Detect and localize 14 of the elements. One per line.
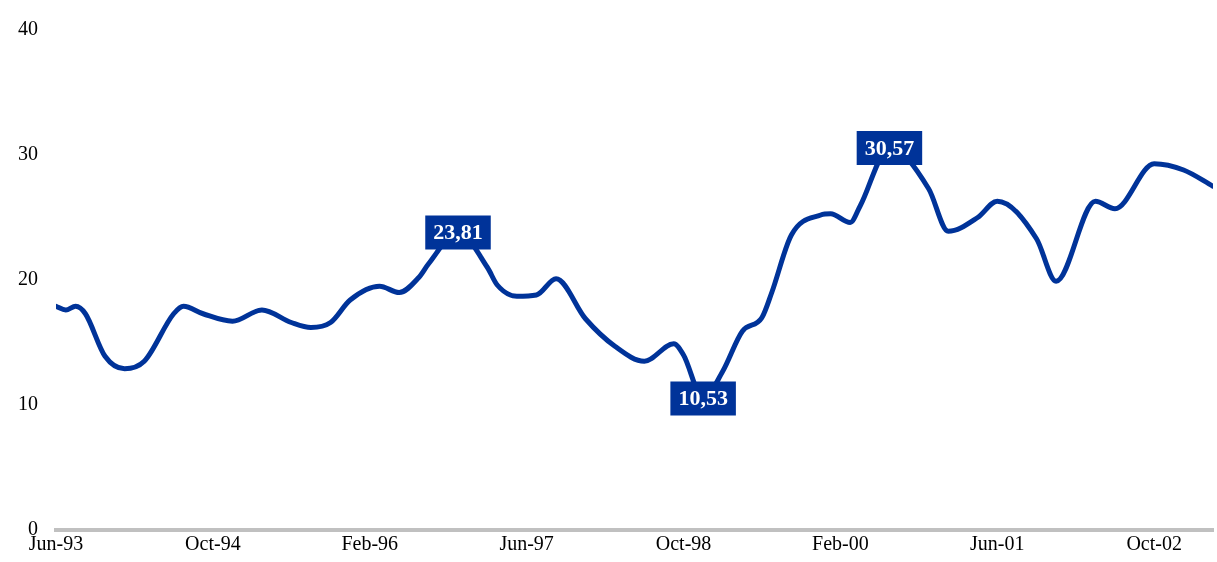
x-tick-label: Feb-96	[341, 532, 399, 555]
x-tick-label: Oct-02	[1126, 532, 1182, 555]
y-tick-label: 20	[18, 267, 38, 290]
data-label: 10,53	[678, 385, 728, 411]
x-tick-label: Jun-97	[499, 532, 554, 555]
data-label: 30,57	[864, 134, 915, 160]
x-tick-label: Feb-00	[812, 532, 869, 555]
x-tick-label: Oct-94	[185, 532, 241, 555]
data-label: 23,81	[433, 219, 483, 245]
x-tick-label: Jun-01	[970, 532, 1025, 555]
y-tick-label: 30	[18, 142, 38, 165]
y-tick-label: 10	[18, 392, 38, 415]
y-tick-label: 40	[18, 17, 38, 40]
x-tick-label: Oct-98	[655, 532, 712, 555]
